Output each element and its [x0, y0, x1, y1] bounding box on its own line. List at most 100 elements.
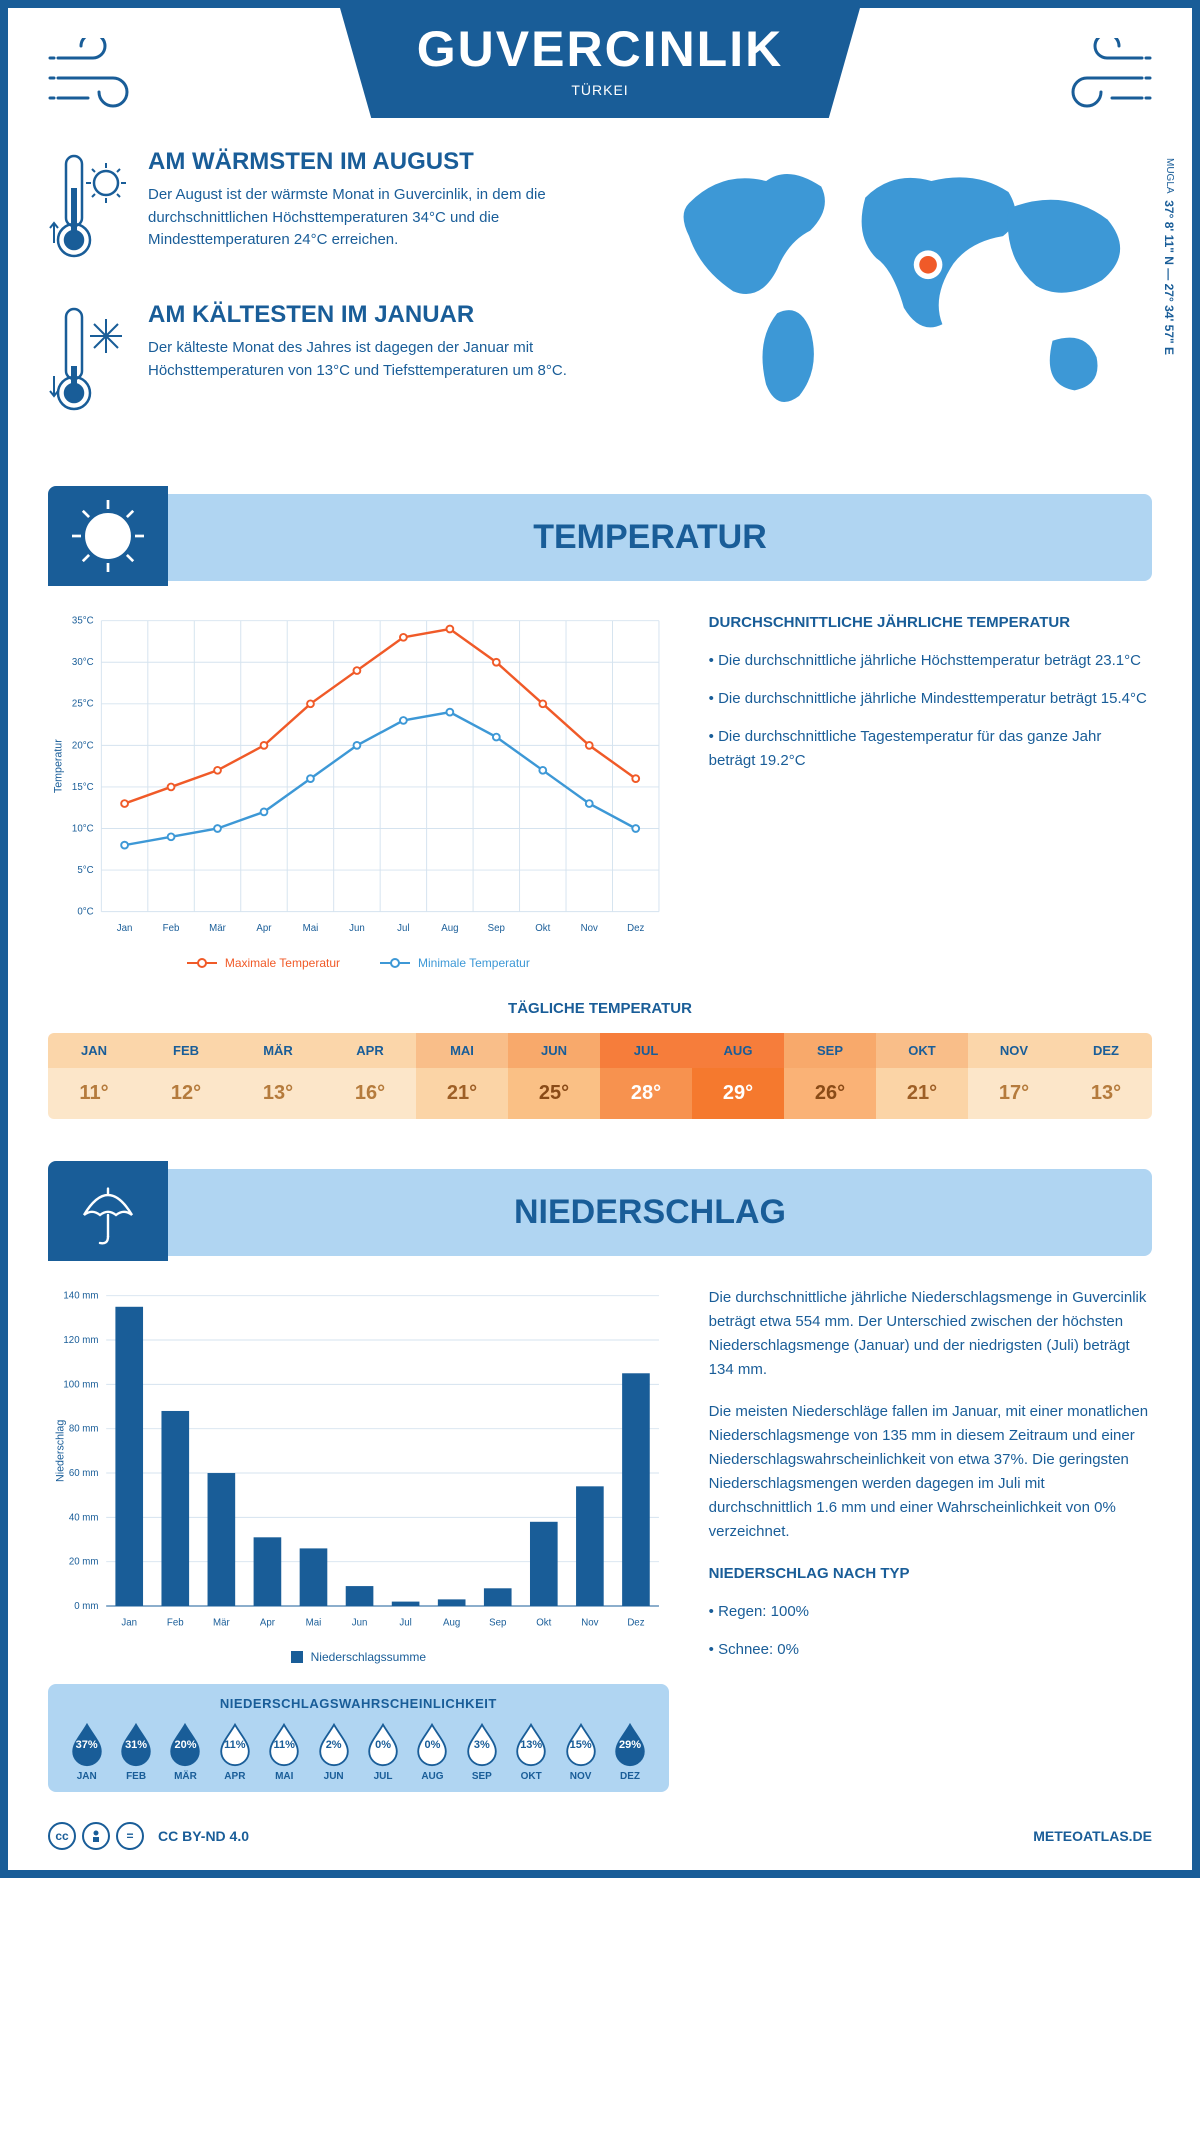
daily-col: MAI21° [416, 1033, 508, 1119]
wind-icon [1052, 38, 1152, 118]
svg-text:20°C: 20°C [72, 740, 94, 751]
daily-col: AUG29° [692, 1033, 784, 1119]
umbrella-icon [48, 1161, 168, 1261]
svg-text:0°C: 0°C [77, 907, 93, 918]
daily-col: OKT21° [876, 1033, 968, 1119]
svg-text:Aug: Aug [443, 1617, 460, 1628]
svg-text:Jun: Jun [352, 1617, 368, 1628]
precip-p1: Die durchschnittliche jährliche Niedersc… [709, 1286, 1152, 1382]
svg-text:Sep: Sep [489, 1617, 506, 1628]
svg-text:Apr: Apr [256, 923, 272, 934]
svg-text:140 mm: 140 mm [63, 1290, 98, 1301]
svg-text:100 mm: 100 mm [63, 1379, 98, 1390]
license: cc = CC BY-ND 4.0 [48, 1822, 249, 1850]
svg-text:Okt: Okt [535, 923, 550, 934]
city-title: GUVERCINLIK [400, 20, 800, 78]
svg-text:Dez: Dez [627, 1617, 644, 1628]
coldest-block: AM KÄLTESTEN IM JANUAR Der kälteste Mona… [48, 301, 605, 426]
drop-cell: 2%JUN [309, 1721, 358, 1782]
daily-col: FEB12° [140, 1033, 232, 1119]
drop-cell: 11%APR [210, 1721, 259, 1782]
svg-text:80 mm: 80 mm [69, 1423, 99, 1434]
svg-text:Mai: Mai [303, 923, 319, 934]
drop-cell: 15%NOV [556, 1721, 605, 1782]
svg-text:Feb: Feb [163, 923, 180, 934]
precip-type-item: Schnee: 0% [709, 1638, 1152, 1662]
wind-icon [48, 38, 148, 118]
temp-text-item: Die durchschnittliche jährliche Mindestt… [709, 687, 1152, 711]
svg-text:Mai: Mai [306, 1617, 322, 1628]
temp-text-item: Die durchschnittliche jährliche Höchstte… [709, 649, 1152, 673]
drop-cell: 13%OKT [507, 1721, 556, 1782]
svg-text:40 mm: 40 mm [69, 1512, 99, 1523]
svg-text:60 mm: 60 mm [69, 1468, 99, 1479]
svg-text:15°C: 15°C [72, 782, 94, 793]
svg-text:Temperatur: Temperatur [53, 739, 65, 793]
daily-col: APR16° [324, 1033, 416, 1119]
coordinates: MUGLA 37° 8' 11" N — 27° 34' 57" E [1162, 158, 1176, 355]
thermometer-hot-icon [48, 148, 128, 273]
precip-text-col: Die durchschnittliche jährliche Niedersc… [709, 1286, 1152, 1792]
svg-text:Okt: Okt [536, 1617, 551, 1628]
daily-col: MÄR13° [232, 1033, 324, 1119]
svg-text:Dez: Dez [627, 923, 644, 934]
svg-text:30°C: 30°C [72, 657, 94, 668]
warmest-text: Der August ist der wärmste Monat in Guve… [148, 184, 605, 252]
svg-text:Feb: Feb [167, 1617, 184, 1628]
thermometer-cold-icon [48, 301, 128, 426]
footer: cc = CC BY-ND 4.0 METEOATLAS.DE [48, 1822, 1152, 1850]
daily-col: JUN25° [508, 1033, 600, 1119]
drop-cell: 20%MÄR [161, 1721, 210, 1782]
drop-cell: 0%AUG [408, 1721, 457, 1782]
by-icon [82, 1822, 110, 1850]
nd-icon: = [116, 1822, 144, 1850]
svg-text:Niederschlag: Niederschlag [55, 1419, 67, 1481]
svg-text:Mär: Mär [209, 923, 226, 934]
drop-cell: 11%MAI [260, 1721, 309, 1782]
svg-text:120 mm: 120 mm [63, 1335, 98, 1346]
intro-section: AM WÄRMSTEN IM AUGUST Der August ist der… [48, 148, 1152, 454]
daily-col: SEP26° [784, 1033, 876, 1119]
drop-cell: 0%JUL [358, 1721, 407, 1782]
drop-cell: 37%JAN [62, 1721, 111, 1782]
header-banner: GUVERCINLIK TÜRKEI [340, 8, 860, 118]
svg-text:5°C: 5°C [77, 865, 93, 876]
country-subtitle: TÜRKEI [400, 82, 800, 98]
precip-p2: Die meisten Niederschläge fallen im Janu… [709, 1400, 1152, 1544]
daily-temp-title: TÄGLICHE TEMPERATUR [48, 1000, 1152, 1017]
precip-section-title: NIEDERSCHLAG [178, 1193, 1122, 1232]
sun-icon [48, 486, 168, 586]
precip-section-header: NIEDERSCHLAG [48, 1169, 1152, 1256]
temp-text-item: Die durchschnittliche Tagestemperatur fü… [709, 725, 1152, 773]
svg-text:Sep: Sep [488, 923, 505, 934]
daily-col: DEZ13° [1060, 1033, 1152, 1119]
svg-text:Aug: Aug [441, 923, 458, 934]
precip-probability-box: NIEDERSCHLAGSWAHRSCHEINLICHKEIT 37%JAN31… [48, 1684, 669, 1792]
cc-icon: cc [48, 1822, 76, 1850]
site-name: METEOATLAS.DE [1033, 1828, 1152, 1844]
svg-text:35°C: 35°C [72, 616, 94, 627]
page-wrap: GUVERCINLIK TÜRKEI [0, 0, 1200, 1878]
temp-legend: Maximale Temperatur Minimale Temperatur [48, 956, 669, 970]
svg-text:Jul: Jul [399, 1617, 411, 1628]
coldest-title: AM KÄLTESTEN IM JANUAR [148, 301, 605, 329]
temperature-line-chart: 0°C 5°C 10°C 15°C 20°C 25°C 30°C 35°C Jan Feb Mär A… [48, 611, 669, 946]
warmest-block: AM WÄRMSTEN IM AUGUST Der August ist der… [48, 148, 605, 273]
drop-cell: 29%DEZ [605, 1721, 654, 1782]
daily-temp-table: JAN11°FEB12°MÄR13°APR16°MAI21°JUN25°JUL2… [48, 1033, 1152, 1119]
temp-section-header: TEMPERATUR [48, 494, 1152, 581]
svg-text:Jul: Jul [397, 923, 409, 934]
temp-section-body: 0°C 5°C 10°C 15°C 20°C 25°C 30°C 35°C Jan Feb Mär A… [48, 611, 1152, 970]
svg-text:Jan: Jan [117, 923, 133, 934]
world-map-icon [645, 148, 1152, 439]
svg-text:Mär: Mär [213, 1617, 230, 1628]
daily-col: NOV17° [968, 1033, 1060, 1119]
svg-text:25°C: 25°C [72, 699, 94, 710]
svg-text:0 mm: 0 mm [74, 1601, 98, 1612]
temp-text-col: DURCHSCHNITTLICHE JÄHRLICHE TEMPERATUR D… [709, 611, 1152, 970]
coldest-text: Der kälteste Monat des Jahres ist dagege… [148, 337, 605, 382]
daily-col: JUL28° [600, 1033, 692, 1119]
precip-type-title: NIEDERSCHLAG NACH TYP [709, 1562, 1152, 1586]
precip-legend: Niederschlagssumme [48, 1650, 669, 1664]
svg-text:10°C: 10°C [72, 823, 94, 834]
